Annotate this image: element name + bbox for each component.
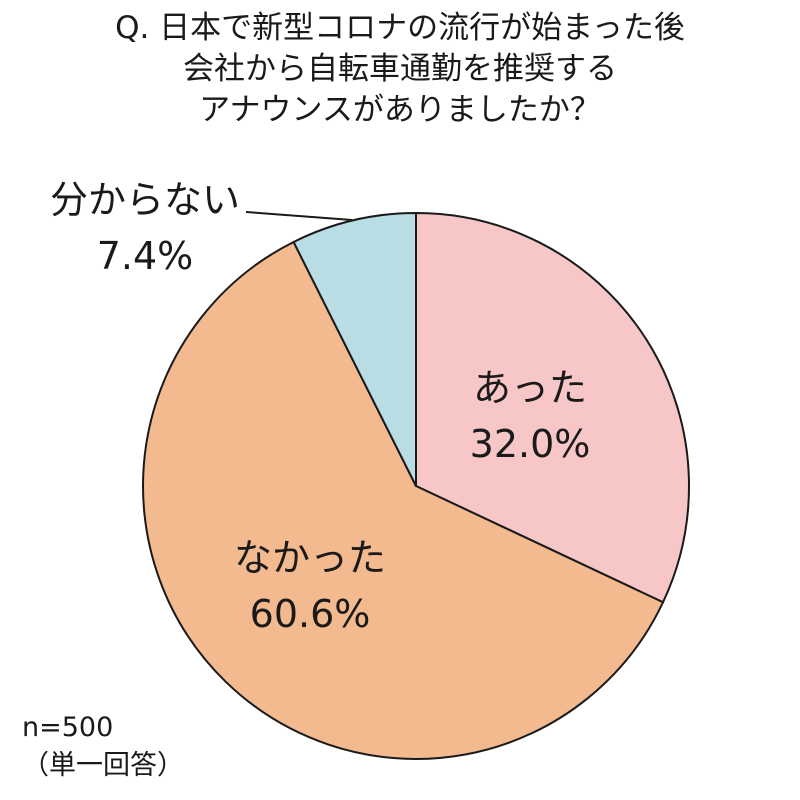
slice-label-atta-name: あった xyxy=(472,366,587,410)
pie-slice-atta xyxy=(415,212,690,604)
sample-size-note: n=500 xyxy=(22,712,114,743)
pie-slice-wakaranai xyxy=(292,212,417,487)
title-line-3: アナウンスがありましたか？ xyxy=(199,92,601,128)
pie-slices xyxy=(142,212,690,760)
answer-type-note: （単一回答） xyxy=(22,750,184,781)
slice-label-atta-value: 32.0% xyxy=(469,422,591,466)
leader-line-wakaranai xyxy=(245,211,353,221)
slice-label-nakatta: なかった 60.6% xyxy=(210,530,410,642)
slice-label-nakatta-value: 60.6% xyxy=(249,592,371,636)
slice-label-wakaranai-value: 7.4% xyxy=(96,234,194,278)
slice-label-wakaranai: 分からない 7.4% xyxy=(20,172,270,284)
slice-label-atta: あった 32.0% xyxy=(440,360,620,472)
slice-label-nakatta-name: なかった xyxy=(233,536,386,580)
title-line-1: Q. 日本で新型コロナの流行が始まった後 xyxy=(115,10,685,46)
chart-title: Q. 日本で新型コロナの流行が始まった後 会社から自転車通勤を推奨する アナウン… xyxy=(0,8,800,131)
slice-label-wakaranai-name: 分からない xyxy=(49,178,240,222)
title-line-2: 会社から自転車通勤を推奨する xyxy=(183,51,617,87)
pie-slice-nakatta xyxy=(142,240,665,760)
